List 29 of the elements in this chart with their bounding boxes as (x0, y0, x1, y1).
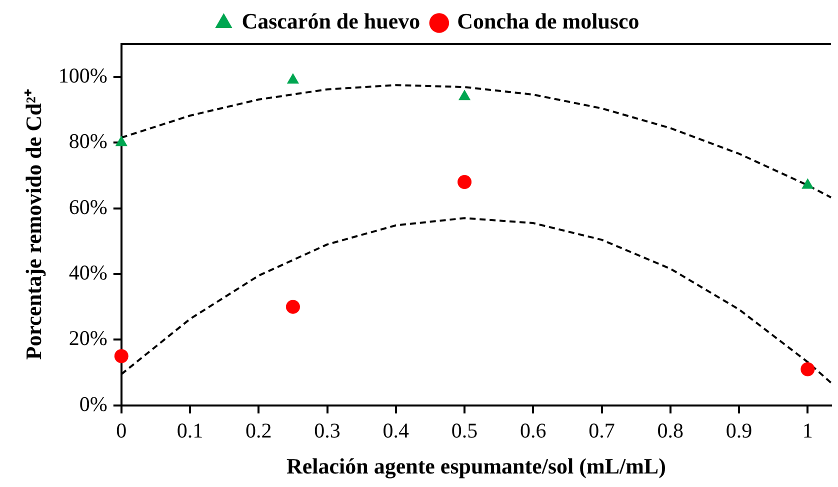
x-tick-label: 0.2 (246, 418, 272, 443)
y-tick-label: 100% (58, 63, 108, 88)
point (286, 300, 300, 314)
point (115, 136, 128, 146)
y-axis-title: Porcentaje removido de Cd²⁺ (20, 88, 46, 360)
y-tick-label: 80% (68, 129, 108, 154)
y-tick-label: 0% (79, 392, 108, 416)
point (458, 174, 472, 189)
x-tick-label: 0.8 (657, 418, 684, 443)
point (800, 362, 815, 376)
x-tick-label: 0 (116, 418, 127, 443)
x-tick-label: 0.1 (176, 418, 204, 443)
point (802, 178, 814, 189)
legend-label: Cascarón de huevo (242, 8, 420, 34)
y-tick-label: 20% (68, 326, 108, 350)
x-tick-label: 0.7 (588, 418, 615, 443)
x-tick-label: 0.3 (314, 418, 340, 443)
legend-label: Concha de molusco (457, 8, 640, 34)
x-tick-label: 0.4 (382, 418, 410, 443)
x-tick-label: 1 (802, 418, 813, 443)
y-tick-label: 40% (68, 260, 108, 284)
x-tick-label: 0.6 (520, 418, 546, 443)
point (286, 73, 300, 84)
x-tick-label: 0.5 (451, 418, 478, 443)
x-axis-title: Relación agente espumante/sol (mL/mL) (286, 453, 666, 478)
y-tick-label: 60% (68, 194, 108, 219)
point (458, 90, 471, 100)
x-tick-label: 0.9 (726, 418, 752, 443)
point (114, 349, 128, 364)
